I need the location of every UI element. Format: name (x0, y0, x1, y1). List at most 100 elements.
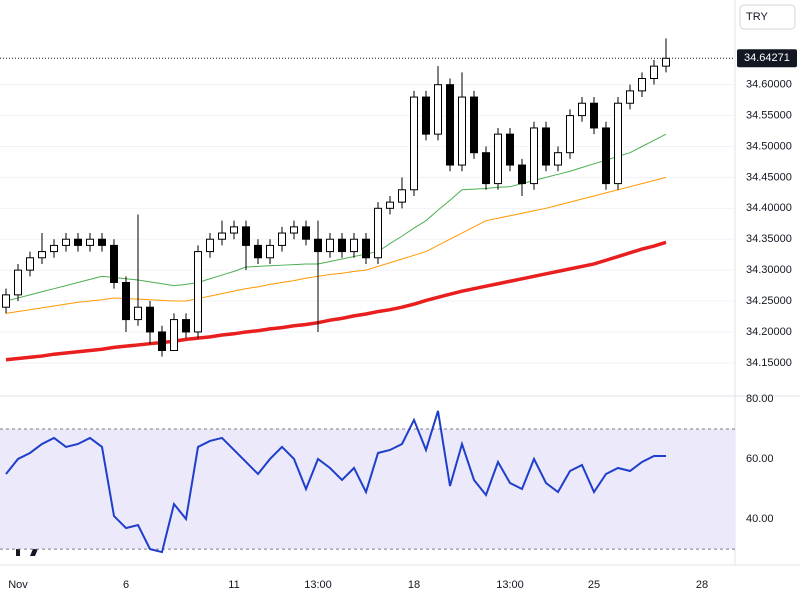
candle-body (134, 306, 142, 321)
candle-body (554, 152, 562, 166)
candle (2, 288, 10, 314)
x-tick-label: 18 (408, 579, 420, 591)
candle-body (626, 90, 634, 104)
candle (362, 233, 370, 264)
candle (26, 251, 34, 277)
candle-body (578, 102, 586, 117)
candle-body (326, 238, 334, 253)
candle-body (182, 319, 190, 333)
candle-body (314, 238, 322, 253)
candle (614, 97, 622, 190)
y-tick-label: 34.55000 (746, 110, 792, 122)
candle (590, 97, 598, 135)
candle (182, 313, 190, 339)
candle-body (650, 65, 658, 80)
candle-body (458, 96, 466, 166)
x-tick-label: 6 (123, 579, 129, 591)
candle (50, 239, 58, 258)
candle-body (26, 257, 34, 271)
candle (626, 84, 634, 110)
candle-body (38, 251, 46, 259)
candle (326, 233, 334, 258)
candle-body (290, 226, 298, 234)
candle-body (206, 238, 214, 253)
candle-body (482, 152, 490, 185)
candle (554, 146, 562, 172)
candle (410, 90, 418, 196)
candle (470, 90, 478, 159)
candle (158, 325, 166, 357)
candle-body (218, 232, 226, 240)
x-tick-label: 28 (696, 579, 708, 591)
x-tick-label: 13:00 (496, 579, 524, 591)
candle-body (566, 115, 574, 154)
candle (290, 220, 298, 240)
currency-box[interactable] (739, 4, 796, 30)
candle-body (374, 207, 382, 259)
candle-body (614, 102, 622, 185)
candle (566, 109, 574, 159)
y-tick-label: 34.30000 (746, 264, 792, 276)
y-tick-label: 34.20000 (746, 326, 792, 338)
candle (446, 78, 454, 172)
y-tick-label: 80.00 (746, 393, 774, 405)
candle (482, 146, 490, 190)
candle (518, 158, 526, 196)
y-tick-label: 34.60000 (746, 79, 792, 91)
candle-body (230, 226, 238, 234)
x-tick-label: 25 (588, 579, 600, 591)
candle (206, 233, 214, 258)
candle-body (470, 96, 478, 154)
y-tick-label: 34.35000 (746, 233, 792, 245)
candle (602, 121, 610, 190)
y-tick-label: 34.15000 (746, 357, 792, 369)
candle (530, 121, 538, 190)
candle-body (242, 226, 250, 246)
candle (398, 177, 406, 209)
candle-body (170, 319, 178, 351)
candle (422, 90, 430, 141)
candle-body (530, 127, 538, 185)
candle (218, 220, 226, 246)
y-tick-label: 34.25000 (746, 295, 792, 307)
candle-body (302, 226, 310, 240)
candle (350, 233, 358, 258)
currency-label[interactable]: TRY (746, 11, 768, 23)
last-price-box (737, 49, 797, 68)
candle (194, 245, 202, 339)
candle-body (434, 84, 442, 135)
candle (458, 72, 466, 172)
candle-body (254, 244, 262, 259)
candle (242, 220, 250, 271)
x-tick-label: 13:00 (304, 579, 332, 591)
candle (122, 276, 130, 332)
candle-body (14, 269, 22, 296)
moving-average-line (5, 240, 667, 362)
candle-body (98, 238, 106, 246)
candle (578, 97, 586, 122)
candle-body (62, 238, 70, 246)
candle (110, 239, 118, 289)
candle (386, 195, 394, 215)
candle (146, 301, 154, 345)
candle-body (110, 244, 118, 283)
candle (98, 233, 106, 252)
candle (434, 66, 442, 141)
candle (302, 220, 310, 246)
y-tick-label: 60.00 (746, 453, 774, 465)
candle (314, 220, 322, 332)
candle (62, 233, 70, 252)
candle-body (122, 281, 130, 321)
y-tick-label: 34.45000 (746, 171, 792, 183)
candle (374, 202, 382, 264)
candle (638, 72, 646, 98)
candle (86, 233, 94, 252)
candle (278, 226, 286, 252)
last-price-label: 34.64271 (744, 52, 790, 64)
x-tick-label: Nov (8, 579, 28, 591)
candle-body (50, 244, 58, 253)
candle-body (74, 238, 82, 246)
candle-body (494, 133, 502, 185)
candle-body (542, 127, 550, 166)
